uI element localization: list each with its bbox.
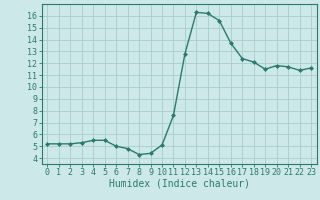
X-axis label: Humidex (Indice chaleur): Humidex (Indice chaleur) — [109, 179, 250, 189]
